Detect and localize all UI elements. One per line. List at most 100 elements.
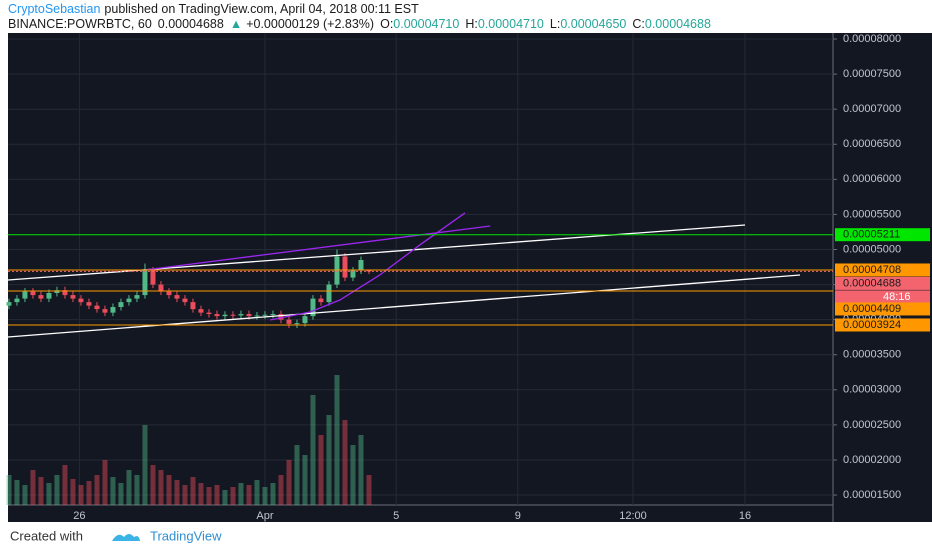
candle-body — [134, 295, 140, 299]
volume-bar — [350, 445, 356, 505]
volume-bar — [318, 435, 324, 505]
volume-bar — [262, 487, 268, 505]
candle-body — [246, 314, 252, 317]
candle-body — [126, 298, 132, 303]
y-tick-label: 0.00005500 — [843, 208, 901, 220]
x-tick-label: 12:00 — [619, 510, 647, 522]
candle-body — [198, 309, 204, 313]
volume-bar — [150, 465, 156, 505]
volume-bar — [102, 460, 108, 505]
volume-bar — [230, 487, 236, 505]
candle-body — [110, 307, 116, 313]
trend-line — [7, 274, 801, 338]
candle-body — [334, 256, 340, 285]
volume-bar — [126, 470, 132, 505]
candle-body — [62, 290, 68, 296]
volume-bar — [14, 480, 20, 505]
candle-body — [150, 270, 156, 285]
volume-bar — [118, 483, 124, 505]
volume-bar — [110, 477, 116, 505]
volume-bar — [182, 485, 188, 505]
volume-bar — [166, 475, 172, 505]
candle-body — [158, 284, 164, 292]
candle-body — [182, 298, 188, 303]
candle-body — [310, 298, 316, 317]
volume-bar — [238, 483, 244, 505]
volume-bar — [62, 465, 68, 505]
volume-bar — [30, 470, 36, 505]
volume-bar — [254, 480, 260, 505]
volume-bar — [342, 420, 348, 505]
l-label: L: — [550, 17, 560, 31]
candle-body — [86, 302, 92, 306]
candle-body — [46, 292, 52, 299]
volume-bar — [6, 475, 12, 505]
volume-bar — [358, 435, 364, 505]
y-tick-label: 0.00006000 — [843, 173, 901, 185]
candle-body — [174, 295, 180, 299]
y-tick-label: 0.00001500 — [843, 489, 901, 501]
price-tag-label: 0.00005211 — [843, 229, 900, 241]
volume-bar — [142, 425, 148, 505]
candle-body — [342, 256, 348, 278]
volume-bar — [286, 460, 292, 505]
y-tick-label: 0.00003000 — [843, 384, 901, 396]
candle-body — [302, 316, 308, 324]
x-tick-label: 5 — [393, 510, 399, 522]
l-value: 0.00004650 — [560, 17, 626, 31]
volume-bar — [78, 485, 84, 505]
footer-brand[interactable]: TradingView — [150, 528, 222, 543]
volume-bar — [246, 485, 252, 505]
volume-bar — [222, 490, 228, 505]
c-label: C: — [632, 17, 645, 31]
volume-bar — [86, 481, 92, 505]
candle-body — [278, 314, 284, 320]
volume-bar — [134, 475, 140, 505]
price-tag-label: 0.00003924 — [843, 319, 901, 331]
candle-body — [78, 298, 84, 303]
arrow: ▲ — [230, 17, 242, 31]
candle-body — [262, 314, 268, 316]
volume-bar — [302, 455, 308, 505]
candle-body — [54, 290, 60, 293]
volume-bar — [278, 475, 284, 505]
volume-bar — [270, 483, 276, 505]
volume-bar — [70, 479, 76, 505]
volume-bar — [206, 487, 212, 505]
footer-created: Created with — [10, 528, 83, 543]
price-tag-label: 0.00004688 — [843, 277, 901, 289]
candle-body — [286, 319, 292, 324]
candle-body — [38, 295, 44, 299]
candle-body — [230, 314, 236, 316]
candle-body — [206, 312, 212, 315]
chart-bg — [8, 33, 932, 522]
candle-body — [166, 291, 172, 296]
price-tag — [835, 318, 930, 332]
volume-bar — [334, 375, 340, 505]
volume-bar — [46, 483, 52, 505]
volume-bar — [198, 483, 204, 505]
candle-body — [350, 270, 356, 278]
published: published on TradingView.com, April 04, … — [104, 2, 419, 16]
x-tick-label: 16 — [739, 510, 751, 522]
candle-body — [22, 291, 28, 299]
price-tag — [835, 228, 930, 242]
volume-bar — [94, 475, 100, 505]
candle-body — [326, 284, 332, 303]
price-tag — [835, 263, 930, 277]
candle-body — [6, 302, 12, 306]
y-tick-label: 0.00003500 — [843, 349, 901, 361]
h-value: 0.00004710 — [478, 17, 544, 31]
change: +0.00000129 (+2.83%) — [246, 17, 374, 31]
price-tag-label: 0.00004409 — [843, 303, 901, 315]
candle-body — [270, 314, 276, 316]
candle-body — [190, 302, 196, 310]
y-tick-label: 0.00008000 — [843, 33, 901, 45]
h-label: H: — [465, 17, 478, 31]
candle-body — [30, 291, 36, 296]
price-tag — [835, 276, 930, 290]
author[interactable]: CryptoSebastian — [8, 2, 100, 16]
y-tick-label: 0.00007000 — [843, 103, 901, 115]
candle-body — [102, 309, 108, 313]
